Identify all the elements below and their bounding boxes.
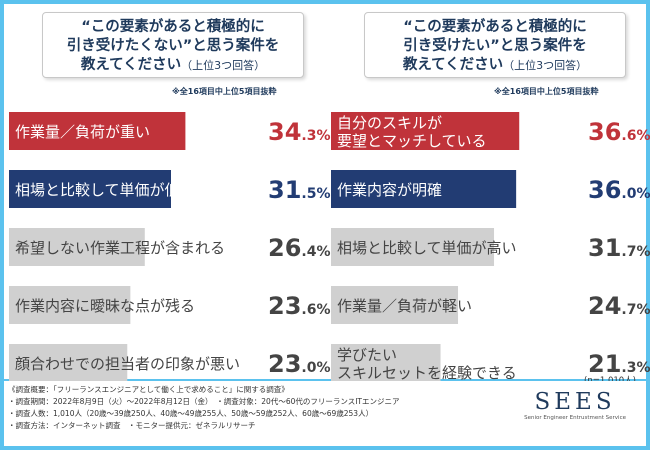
right-bar-value-2: 36.0% bbox=[588, 176, 650, 204]
footnote-4: ・調査方法：インターネット調査 ・モニター提供元：ゼネラルリサーチ bbox=[8, 421, 256, 430]
left-bar-label-4: 作業内容に曖昧な点が残る bbox=[15, 297, 195, 315]
left-bar-value-4: 23.6% bbox=[268, 292, 331, 320]
left-bar-value-3: 26.4% bbox=[268, 234, 331, 262]
right-question-sub: （上位3つ回答） bbox=[503, 59, 588, 72]
right-bar-label-1-line2: 要望とマッチしている bbox=[337, 132, 487, 150]
right-bar-5 bbox=[331, 344, 441, 382]
left-bar-3 bbox=[9, 228, 145, 266]
left-question-sub: （上位3つ回答） bbox=[181, 59, 266, 72]
left-bar-5 bbox=[9, 344, 128, 382]
left-question-line3: 教えてください bbox=[80, 57, 182, 73]
footnote-3: ・調査人数：1,010人（20歳～39歳250人、40歳～49歳255人、50歳… bbox=[8, 409, 374, 418]
left-bar-2 bbox=[9, 170, 171, 208]
right-bar-label-2: 作業内容が明確 bbox=[337, 181, 442, 199]
right-bar-label-4: 作業量／負荷が軽い bbox=[337, 297, 472, 315]
bar-charts: 作業量／負荷が重い 34.3% 相場と比較して単価が低い 31.5% 希望しない作業工程… bbox=[9, 112, 650, 382]
right-bar-value-1: 36.6% bbox=[588, 118, 650, 146]
right-bar-label-3: 相場と比較して単価が高い bbox=[337, 239, 517, 257]
left-question-box: “この要素があると積極的に 引き受けたくない”と思う案件を 教えてください（上位… bbox=[42, 12, 304, 78]
logo-name: SEES bbox=[534, 389, 616, 415]
left-bar-1 bbox=[9, 112, 186, 150]
right-bar-label-1-line1: 自分のスキルが bbox=[337, 114, 442, 132]
logo-tagline: Senior Engineer Entrustment Service bbox=[524, 415, 626, 421]
right-bar-value-4: 24.7% bbox=[588, 292, 650, 320]
right-question-line1: “この要素があると積極的に bbox=[403, 19, 587, 35]
left-question-line2: 引き受けたくない”と思う案件を bbox=[66, 38, 280, 54]
note-left: ※全16項目中上位5項目抜粋 bbox=[172, 87, 277, 96]
left-bar-label-5: 顔合わせでの担当者の印象が悪い bbox=[15, 355, 240, 373]
right-question-line2: 引き受けたい”と思う案件を bbox=[403, 38, 587, 54]
right-bar-value-5: 21.3% bbox=[588, 350, 650, 378]
footnote-1: 《調査概要：「フリーランスエンジニアとして働く上で求めること」に関する調査》 bbox=[8, 385, 289, 394]
right-bar-3 bbox=[331, 228, 495, 266]
left-bar-4 bbox=[9, 286, 131, 324]
left-bar-label-3: 希望しない作業工程が含まれる bbox=[15, 239, 225, 257]
right-bar-value-3: 31.7% bbox=[588, 234, 650, 262]
right-bar-label-5-line2: スキルセットを経験できる bbox=[337, 364, 517, 382]
left-bar-value-5: 23.0% bbox=[268, 350, 331, 378]
right-bar-2 bbox=[331, 170, 517, 208]
footnote-2: ・調査期間：2022年8月9日（火）～2022年8月12日（金） ・調査対象：2… bbox=[8, 397, 400, 406]
left-bar-value-1: 34.3% bbox=[268, 118, 331, 146]
sees-logo: SEES Senior Engineer Entrustment Service bbox=[524, 389, 626, 421]
left-bar-value-2: 31.5% bbox=[268, 176, 331, 204]
left-bar-label-1: 作業量／負荷が重い bbox=[15, 123, 150, 141]
note-right: ※全16項目中上位5項目抜粋 bbox=[494, 87, 599, 96]
left-bar-label-2: 相場と比較して単価が低い bbox=[15, 181, 195, 199]
right-bar-1 bbox=[331, 112, 520, 150]
left-question-line1: “この要素があると積極的に bbox=[81, 19, 265, 35]
right-question-box: “この要素があると積極的に 引き受けたい”と思う案件を 教えてください（上位3つ… bbox=[364, 12, 626, 78]
right-bar-4 bbox=[331, 286, 459, 324]
right-bar-label-5-line1: 学びたい bbox=[337, 346, 397, 364]
right-question-line3: 教えてください bbox=[402, 57, 504, 73]
footer: 《調査概要：「フリーランスエンジニアとして働く上で求めること」に関する調査》 ・… bbox=[4, 381, 646, 446]
